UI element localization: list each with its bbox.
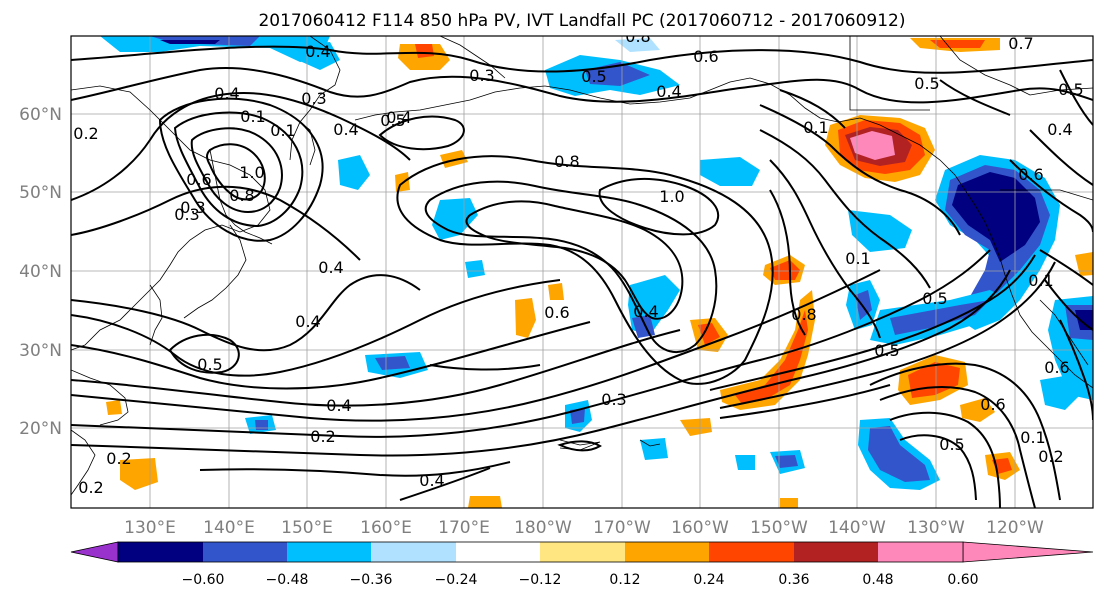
lon-label: 160°E <box>360 518 412 538</box>
map-panel: 0.4 0.3 0.8 0.6 0.4 0.5 0.3 0.4 0.2 0.4 … <box>71 27 1093 508</box>
contour-label: 0.4 <box>419 471 444 490</box>
contour-label: 0.6 <box>186 170 211 189</box>
colorbar-segment <box>709 542 794 562</box>
contour-label: 0.4 <box>326 396 351 415</box>
contour-label-group: 0.4 0.3 0.8 0.6 0.4 0.5 0.3 0.4 0.2 0.4 … <box>73 27 1083 497</box>
colorbar-tick: −0.24 <box>435 572 478 588</box>
contour-label: 0.2 <box>106 449 131 468</box>
lon-label: 130°W <box>907 518 965 538</box>
lon-label: 180°W <box>514 518 572 538</box>
contour-label: 0.2 <box>78 478 103 497</box>
lon-label: 150°E <box>281 518 333 538</box>
contour-label: 0.5 <box>581 67 606 86</box>
contour-label: 0.6 <box>693 47 718 66</box>
contour-label: 0.8 <box>791 305 816 324</box>
longitude-labels: 130°E 140°E 150°E 160°E 170°E 180°W 170°… <box>124 518 1044 538</box>
contour-label: 0.8 <box>229 186 254 205</box>
colorbar-tick: −0.48 <box>266 572 309 588</box>
contour-label: 0.1 <box>1028 271 1053 290</box>
contour-label: 0.5 <box>197 355 222 374</box>
contour-label: 0.6 <box>1044 358 1069 377</box>
contour-label: 0.5 <box>1058 80 1083 99</box>
contour-label: 0.2 <box>73 124 98 143</box>
contour-label: 0.8 <box>554 152 579 171</box>
colorbar-segment <box>456 542 540 562</box>
ivt-contours <box>71 45 1093 508</box>
contour-label: 0.3 <box>601 390 626 409</box>
contour-label: 0.2 <box>310 427 335 446</box>
contour-label: 0.4 <box>633 302 658 321</box>
contour-label: 0.4 <box>318 258 343 277</box>
contour-label: 0.3 <box>180 198 205 217</box>
lon-label: 150°W <box>750 518 808 538</box>
map-frame <box>70 35 1094 509</box>
contour-label: 0.4 <box>305 42 330 61</box>
contour-label: 0.1 <box>1020 428 1045 447</box>
colorbar-tick: 0.60 <box>947 572 978 588</box>
contour-label: 0.1 <box>270 121 295 140</box>
contour-label: 0.5 <box>922 289 947 308</box>
contour-label: 0.4 <box>333 120 358 139</box>
colorbar-segment <box>203 542 287 562</box>
colorbar-segment <box>118 542 203 562</box>
lon-label: 170°W <box>593 518 651 538</box>
lat-label: 60°N <box>19 105 62 125</box>
contour-label: 1.0 <box>239 163 264 182</box>
contour-label: 0.4 <box>656 82 681 101</box>
lon-label: 120°W <box>986 518 1044 538</box>
contour-label: 0.4 <box>386 108 411 127</box>
contour-label: 0.5 <box>914 74 939 93</box>
contour-label: 0.5 <box>380 111 405 130</box>
lon-label: 140°E <box>203 518 255 538</box>
contour-label: 0.4 <box>214 84 239 103</box>
colorbar: −0.60 −0.48 −0.36 −0.24 −0.12 0.12 0.24 … <box>70 541 1094 588</box>
contour-label: 0.1 <box>240 107 265 126</box>
lon-label: 140°W <box>828 518 886 538</box>
contour-label: 0.3 <box>174 205 199 224</box>
figure-title: 2017060412 F114 850 hPa PV, IVT Landfall… <box>258 11 905 31</box>
contour-label: 0.1 <box>845 249 870 268</box>
colorbar-tick: 0.36 <box>778 572 809 588</box>
lon-label: 160°W <box>671 518 729 538</box>
latitude-labels: 60°N 50°N 40°N 30°N 20°N <box>19 105 62 439</box>
colorbar-tick: −0.60 <box>182 572 225 588</box>
colorbar-tick: 0.12 <box>609 572 640 588</box>
pv-shading <box>100 36 1093 508</box>
lat-label: 30°N <box>19 341 62 361</box>
contour-label: 0.5 <box>939 435 964 454</box>
lat-label: 40°N <box>19 262 62 282</box>
lat-lon-grid <box>71 36 1093 508</box>
contour-label: 0.3 <box>469 66 494 85</box>
lon-label: 170°E <box>438 518 490 538</box>
colorbar-tick: 0.24 <box>693 572 724 588</box>
contour-label: 0.1 <box>803 118 828 137</box>
colorbar-segment <box>540 542 625 562</box>
colorbar-tick: −0.12 <box>519 572 562 588</box>
colorbar-tick: −0.36 <box>350 572 393 588</box>
contour-label: 0.4 <box>1047 120 1072 139</box>
contour-label: 0.6 <box>1018 165 1043 184</box>
colorbar-segment <box>287 542 371 562</box>
colorbar-segment <box>794 542 878 562</box>
contour-label: 0.6 <box>544 303 569 322</box>
colorbar-tick: 0.48 <box>862 572 893 588</box>
lat-label: 50°N <box>19 183 62 203</box>
contour-label: 0.8 <box>625 27 650 46</box>
contour-label: 1.0 <box>659 187 684 206</box>
contour-label: 0.4 <box>295 312 320 331</box>
lon-label: 130°E <box>124 518 176 538</box>
contour-label: 0.3 <box>301 89 326 108</box>
colorbar-segment <box>878 542 963 562</box>
contour-label: 0.2 <box>1038 447 1063 466</box>
colorbar-extend-min <box>70 541 119 563</box>
colorbar-segment <box>371 542 456 562</box>
contour-label: 0.5 <box>874 341 899 360</box>
coastlines <box>71 36 1093 496</box>
lat-label: 20°N <box>19 419 62 439</box>
colorbar-segment <box>625 542 709 562</box>
contour-label: 0.6 <box>980 395 1005 414</box>
colorbar-extend-max <box>962 541 1094 563</box>
contour-label: 0.7 <box>1008 34 1033 53</box>
